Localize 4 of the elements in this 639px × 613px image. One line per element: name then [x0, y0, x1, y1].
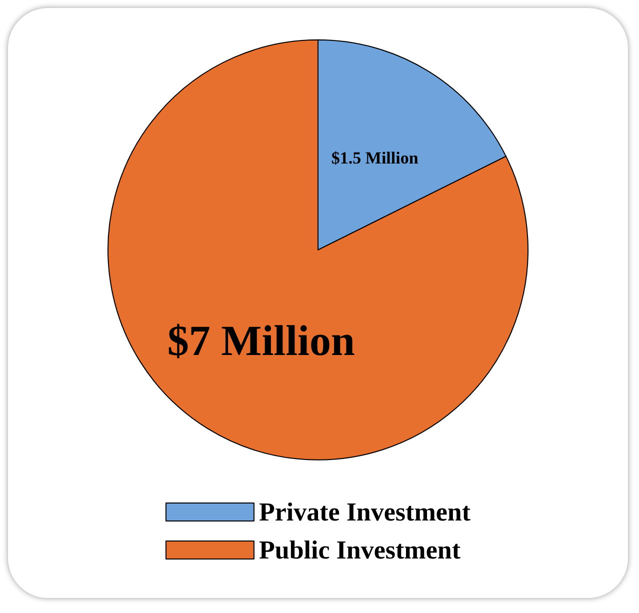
legend-label: Private Investment: [258, 498, 471, 526]
data-label: $7 Million: [167, 318, 355, 366]
legend-label: Public Investment: [258, 536, 461, 564]
data-label: $1.5 Million: [331, 148, 419, 168]
